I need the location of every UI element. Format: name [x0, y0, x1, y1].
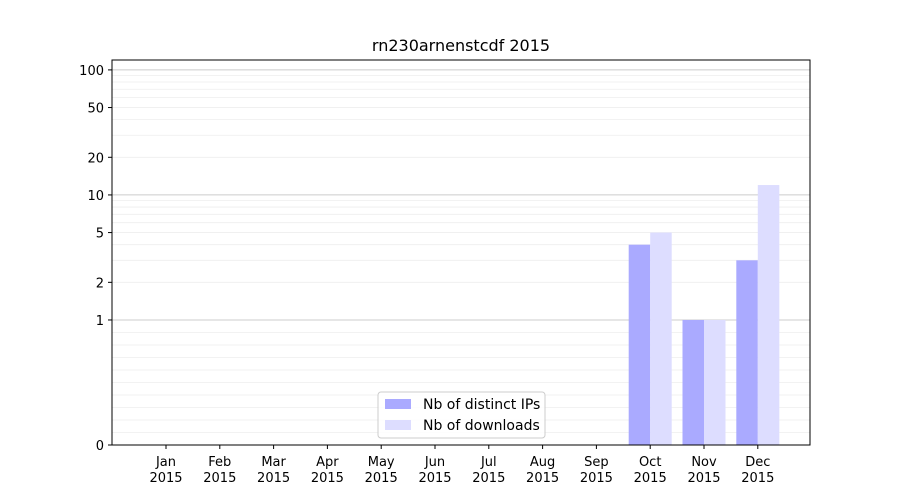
bar-distinct-ips [682, 319, 704, 445]
x-tick-label: Jul 2015 [472, 455, 505, 486]
y-tick-label: 10 [87, 189, 104, 204]
plot-frame [111, 59, 811, 446]
legend: Nb of distinct IPs Nb of downloads [377, 391, 546, 439]
y-tick-label: 1 [96, 314, 104, 329]
y-tick-label: 5 [96, 227, 104, 242]
bar-downloads [704, 319, 726, 445]
x-tick-label: Nov 2015 [687, 455, 720, 486]
y-tick-label: 2 [96, 276, 104, 291]
y-tick-label: 50 [87, 102, 104, 117]
y-axis-ticks: 0 1 2 5 10 20 50 100 [79, 64, 112, 454]
bar-downloads [650, 232, 672, 445]
y-tick-label: 0 [96, 439, 104, 454]
bar-downloads [757, 185, 780, 445]
y-tick-label: 20 [87, 151, 104, 166]
x-axis-ticks: Jan 2015 Feb 2015 Mar 2015 Apr 2015 May 2015 Jun 20… [149, 445, 774, 486]
legend-swatch-downloads [385, 420, 411, 430]
legend-label-downloads: Nb of downloads [423, 418, 540, 434]
legend-box [377, 391, 546, 439]
x-tick-label: Apr 2015 [311, 455, 344, 486]
y-tick-label: 100 [79, 64, 104, 79]
bars [628, 185, 780, 445]
x-tick-label: Sep 2015 [580, 455, 613, 486]
legend-swatch-distinct-ips [385, 399, 411, 409]
x-tick-label: Dec 2015 [741, 455, 774, 486]
legend-label-distinct-ips: Nb of distinct IPs [423, 397, 540, 413]
chart-title: rn230arnenstcdf 2015 [372, 36, 550, 55]
x-tick-label: Oct 2015 [634, 455, 667, 486]
x-tick-label: Jun 2015 [418, 455, 451, 486]
x-tick-label: Aug 2015 [526, 455, 559, 486]
x-tick-label: Jan 2015 [149, 455, 182, 486]
bar-distinct-ips [628, 244, 651, 445]
x-tick-label: May 2015 [365, 455, 398, 486]
x-tick-label: Mar 2015 [257, 455, 290, 486]
bar-distinct-ips [736, 260, 758, 445]
x-tick-label: Feb 2015 [203, 455, 236, 486]
grid-lines [112, 69, 810, 433]
